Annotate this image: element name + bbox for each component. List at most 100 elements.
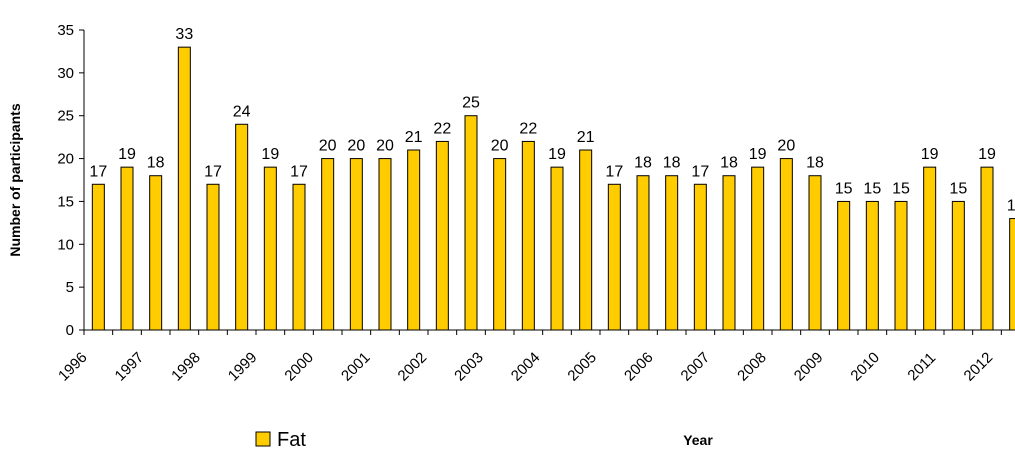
- bar: [980, 166, 994, 331]
- bar: [292, 183, 306, 331]
- data-label: 18: [720, 155, 738, 172]
- bar: [865, 200, 879, 331]
- data-label: 21: [577, 129, 595, 146]
- data-label: 18: [806, 155, 824, 172]
- x-tick-label: 2000: [281, 349, 317, 385]
- data-label: 15: [892, 180, 910, 197]
- bar: [693, 183, 707, 331]
- bars-group: [91, 46, 1015, 331]
- x-tick-label: 1997: [112, 349, 148, 385]
- x-tick-label: 2008: [734, 349, 770, 385]
- bar: [120, 166, 134, 331]
- data-label: 22: [433, 120, 451, 137]
- y-tick-label: 5: [66, 279, 74, 296]
- x-tick-label: 1999: [225, 349, 261, 385]
- data-label: 19: [548, 146, 566, 163]
- x-tick-label: 2001: [338, 349, 374, 385]
- bar: [235, 123, 249, 331]
- data-label: 20: [777, 138, 795, 155]
- bar: [407, 149, 421, 331]
- x-tick-label: 2011: [904, 349, 939, 384]
- data-label: 24: [233, 103, 251, 120]
- bar: [751, 166, 765, 331]
- data-label: 21: [405, 129, 423, 146]
- data-label: 22: [519, 120, 537, 137]
- data-label: 20: [347, 138, 365, 155]
- data-label: 20: [376, 138, 394, 155]
- y-axis-title: Number of participants: [7, 103, 23, 256]
- bar: [177, 46, 191, 331]
- bar: [321, 158, 335, 331]
- bar: [837, 200, 851, 331]
- data-label: 19: [921, 146, 939, 163]
- x-axis-ticks: 1996 1997 1998 1999 2000 2001 2002 2003 2004 2005…: [55, 330, 1002, 385]
- data-label: 15: [835, 180, 853, 197]
- x-axis-title: Year: [683, 432, 713, 448]
- y-tick-label: 0: [66, 322, 74, 339]
- y-axis-ticks: 0 5 10 15 20 25 30 35: [57, 22, 84, 339]
- bar: [808, 175, 822, 331]
- bar: [923, 166, 937, 331]
- data-label: 33: [175, 26, 193, 43]
- data-label: 18: [634, 155, 652, 172]
- data-label: 18: [147, 155, 165, 172]
- data-label: 17: [605, 163, 623, 180]
- bar: [435, 140, 449, 331]
- x-tick-label: 2004: [508, 349, 544, 385]
- data-label: 25: [462, 95, 480, 112]
- data-label: 19: [749, 146, 767, 163]
- bar: [378, 158, 392, 331]
- bar: [636, 175, 650, 331]
- data-label: 15: [863, 180, 881, 197]
- legend-swatch-fat: [255, 431, 271, 447]
- y-tick-label: 10: [57, 236, 74, 253]
- data-label: 17: [290, 163, 308, 180]
- bar: [550, 166, 564, 331]
- bar: [493, 158, 507, 331]
- y-tick-label: 25: [57, 108, 74, 125]
- x-tick-label: 2012: [961, 349, 997, 385]
- bar: [263, 166, 277, 331]
- bar: [779, 158, 793, 331]
- x-tick-label: 2010: [847, 349, 883, 385]
- data-label: 19: [978, 146, 996, 163]
- legend: Fat: [255, 429, 306, 451]
- data-label: 18: [663, 155, 681, 172]
- data-labels-group: 17 19 18 33 17 24 19 17 20 20 20 21 22 25 20 22 19 21 17 18…: [89, 26, 1015, 214]
- y-tick-label: 35: [57, 22, 74, 39]
- data-label: 20: [491, 138, 509, 155]
- x-tick-label: 2002: [395, 349, 431, 385]
- bar: [206, 183, 220, 331]
- legend-label-fat: Fat: [277, 429, 306, 451]
- bar: [607, 183, 621, 331]
- bar: [894, 200, 908, 331]
- bar: [464, 115, 478, 331]
- bar: [579, 149, 593, 331]
- bar: [951, 200, 965, 331]
- x-tick-label: 1996: [55, 349, 91, 385]
- data-label: 20: [319, 138, 337, 155]
- data-label: 15: [949, 180, 967, 197]
- x-tick-label: 1998: [168, 349, 204, 385]
- bar: [149, 175, 163, 331]
- bar: [722, 175, 736, 331]
- data-label: 19: [118, 146, 136, 163]
- bar: [1009, 218, 1015, 331]
- bar: [349, 158, 363, 331]
- x-tick-label: 2006: [621, 349, 657, 385]
- y-tick-label: 20: [57, 151, 74, 168]
- x-tick-label: 2009: [791, 349, 827, 385]
- bar: [665, 175, 679, 331]
- x-tick-label: 2005: [564, 349, 600, 385]
- x-tick-label: 2003: [451, 349, 487, 385]
- y-tick-label: 30: [57, 65, 74, 82]
- data-label: 19: [261, 146, 279, 163]
- bar: [521, 140, 535, 331]
- data-label: 17: [204, 163, 222, 180]
- data-label: 17: [691, 163, 709, 180]
- data-label: 13: [1007, 198, 1015, 215]
- data-label: 17: [89, 163, 107, 180]
- bar: [91, 183, 105, 331]
- y-tick-label: 15: [57, 193, 74, 210]
